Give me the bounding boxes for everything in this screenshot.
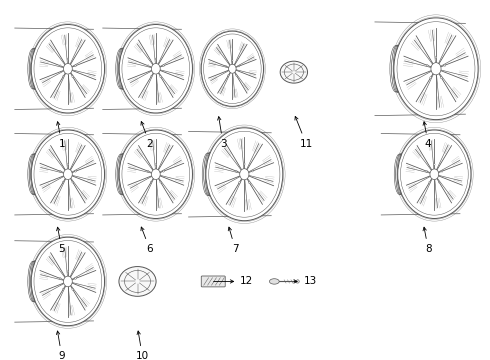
Ellipse shape — [119, 266, 156, 296]
Ellipse shape — [72, 288, 74, 290]
Ellipse shape — [426, 170, 427, 172]
Ellipse shape — [160, 181, 161, 183]
Ellipse shape — [31, 24, 104, 113]
Text: 1: 1 — [56, 122, 65, 149]
Ellipse shape — [441, 77, 442, 79]
Ellipse shape — [201, 31, 264, 106]
Ellipse shape — [163, 170, 164, 172]
Ellipse shape — [426, 64, 428, 66]
Ellipse shape — [244, 163, 245, 165]
Ellipse shape — [296, 280, 299, 283]
Ellipse shape — [270, 279, 279, 284]
Ellipse shape — [206, 128, 283, 221]
FancyBboxPatch shape — [201, 276, 225, 287]
Ellipse shape — [75, 170, 76, 172]
Text: 10: 10 — [136, 331, 149, 360]
Ellipse shape — [280, 61, 308, 83]
Ellipse shape — [394, 18, 478, 120]
Ellipse shape — [232, 60, 233, 61]
Ellipse shape — [67, 271, 69, 273]
Ellipse shape — [72, 76, 74, 77]
Ellipse shape — [67, 58, 69, 60]
Ellipse shape — [150, 76, 152, 77]
Ellipse shape — [435, 57, 437, 59]
Ellipse shape — [155, 58, 157, 60]
Ellipse shape — [31, 237, 104, 326]
Ellipse shape — [151, 169, 160, 180]
Ellipse shape — [236, 75, 237, 76]
Ellipse shape — [67, 164, 69, 165]
Text: 2: 2 — [141, 122, 153, 149]
Ellipse shape — [251, 170, 253, 172]
Ellipse shape — [31, 130, 104, 219]
Ellipse shape — [225, 66, 226, 67]
Ellipse shape — [441, 170, 443, 172]
Ellipse shape — [150, 181, 152, 183]
Ellipse shape — [64, 276, 73, 287]
Ellipse shape — [119, 130, 193, 219]
Ellipse shape — [430, 77, 431, 79]
Ellipse shape — [163, 65, 164, 67]
Ellipse shape — [239, 181, 240, 184]
Ellipse shape — [119, 24, 193, 113]
Ellipse shape — [62, 181, 64, 183]
Ellipse shape — [151, 63, 160, 74]
Ellipse shape — [147, 170, 149, 172]
Ellipse shape — [59, 65, 61, 67]
Text: 12: 12 — [214, 276, 253, 287]
Text: 8: 8 — [423, 227, 432, 254]
Ellipse shape — [240, 169, 249, 180]
Ellipse shape — [229, 64, 236, 73]
Ellipse shape — [75, 65, 76, 67]
Ellipse shape — [59, 170, 61, 172]
Text: 7: 7 — [228, 227, 239, 254]
Ellipse shape — [248, 181, 250, 184]
Ellipse shape — [75, 278, 76, 279]
Text: 13: 13 — [294, 276, 317, 287]
Text: 5: 5 — [56, 227, 65, 254]
Ellipse shape — [439, 181, 440, 183]
Ellipse shape — [64, 63, 73, 74]
Text: 6: 6 — [141, 227, 153, 254]
Ellipse shape — [228, 75, 229, 76]
Ellipse shape — [155, 164, 157, 165]
Text: 11: 11 — [295, 116, 313, 149]
Ellipse shape — [72, 181, 74, 183]
Ellipse shape — [434, 164, 435, 165]
Ellipse shape — [429, 181, 430, 183]
Ellipse shape — [398, 130, 471, 219]
Ellipse shape — [238, 66, 240, 67]
Text: 9: 9 — [56, 331, 65, 360]
Ellipse shape — [64, 169, 73, 180]
Ellipse shape — [444, 64, 445, 66]
Ellipse shape — [147, 65, 149, 67]
Ellipse shape — [59, 278, 61, 279]
Ellipse shape — [62, 76, 64, 77]
Ellipse shape — [236, 170, 237, 172]
Ellipse shape — [160, 76, 161, 77]
Ellipse shape — [62, 288, 64, 290]
Ellipse shape — [431, 63, 441, 75]
Text: 4: 4 — [423, 122, 432, 149]
Ellipse shape — [430, 169, 439, 180]
Text: 3: 3 — [218, 117, 226, 149]
